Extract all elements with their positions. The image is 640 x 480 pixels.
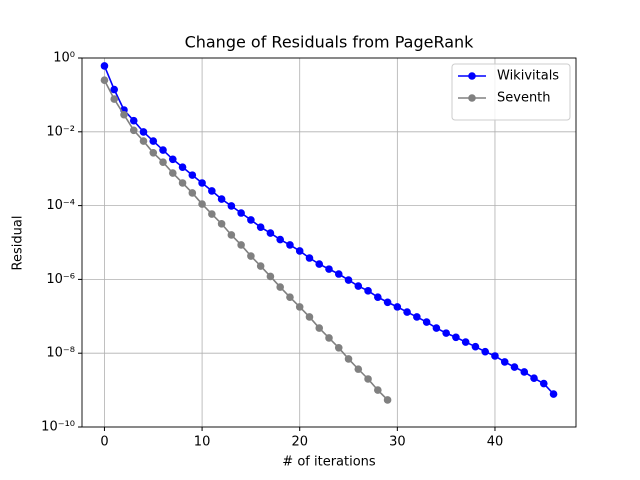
data-point [286,293,294,301]
y-tick-label: 10⁻² [46,124,75,139]
data-point [549,390,558,398]
data-point [237,209,245,217]
data-point [510,363,519,371]
data-point [481,347,490,356]
chart-title: Change of Residuals from PageRank [185,33,475,52]
data-point [393,303,402,311]
legend-marker [468,72,476,80]
data-point [354,365,363,373]
data-point [149,148,158,157]
data-point [178,179,187,187]
legend-marker [468,94,476,102]
x-tick-label: 30 [389,435,406,450]
data-point [295,247,304,255]
data-point [354,282,363,290]
data-point [247,216,255,224]
x-tick-label: 20 [291,435,308,450]
data-point [178,163,187,171]
data-point [256,262,265,270]
data-point [227,202,236,210]
data-point [539,379,548,388]
data-point [325,334,333,342]
y-tick-label: 10⁻⁴ [46,198,75,213]
data-point [198,179,206,187]
legend-box [451,63,571,121]
data-point [344,276,353,284]
x-tick-label: 40 [487,435,504,450]
y-tick-label: 10⁻¹⁰ [41,420,75,435]
plot-frame [81,57,577,428]
data-point [325,265,333,273]
data-point [305,254,314,262]
data-point [432,324,441,332]
data-point [237,241,245,249]
y-axis-label: Residual [11,216,26,271]
data-point [159,158,167,167]
data-point [334,344,343,352]
data-point [315,324,324,332]
data-point [315,260,324,268]
data-point [208,187,216,195]
data-point [461,338,470,346]
data-point [100,76,109,85]
data-point [129,126,138,135]
data-point [305,313,314,321]
y-tick-label: 10⁰ [53,51,75,66]
data-point [159,146,167,154]
data-point [364,375,372,383]
data-point [227,231,236,239]
data-point [403,308,411,316]
x-tick-label: 10 [194,435,211,450]
data-point [100,62,109,70]
data-point [198,200,206,208]
data-point [364,287,372,295]
data-point [442,329,450,337]
data-point [520,368,529,376]
data-point [247,252,255,260]
data-point [530,374,538,383]
data-point [110,95,119,103]
data-point [139,128,148,136]
x-axis-label: # of iterations [282,455,376,470]
data-point [149,137,158,145]
data-point [266,229,275,237]
data-point [208,210,216,218]
legend: Wikivitals Seventh [451,63,571,121]
data-point [374,386,382,394]
data-point [168,169,177,177]
data-point [286,241,294,249]
data-point [500,358,509,366]
data-point [295,303,304,311]
data-point [413,313,421,321]
data-point [276,283,284,291]
data-point [491,352,499,360]
data-point [471,342,480,351]
data-point [217,195,226,203]
data-point [276,235,284,244]
data-point [344,355,353,363]
data-point [383,298,392,307]
data-point [188,171,197,179]
data-point [383,396,392,404]
data-point [334,270,343,278]
data-point [422,318,431,326]
data-point [217,220,226,228]
data-point [168,155,177,164]
y-tick-label: 10⁻⁸ [46,346,75,361]
data-point [110,85,119,94]
x-tick-label: 0 [100,435,108,450]
data-point [374,293,382,301]
legend-label: Seventh [497,91,551,106]
y-tick-label: 10⁻⁶ [46,272,75,287]
data-point [256,223,265,231]
data-point [129,116,138,125]
legend-label: Wikivitals [497,69,559,84]
data-point [266,272,275,281]
data-point [139,137,148,145]
data-point [452,333,460,342]
data-point [188,189,197,197]
data-point [120,110,128,119]
